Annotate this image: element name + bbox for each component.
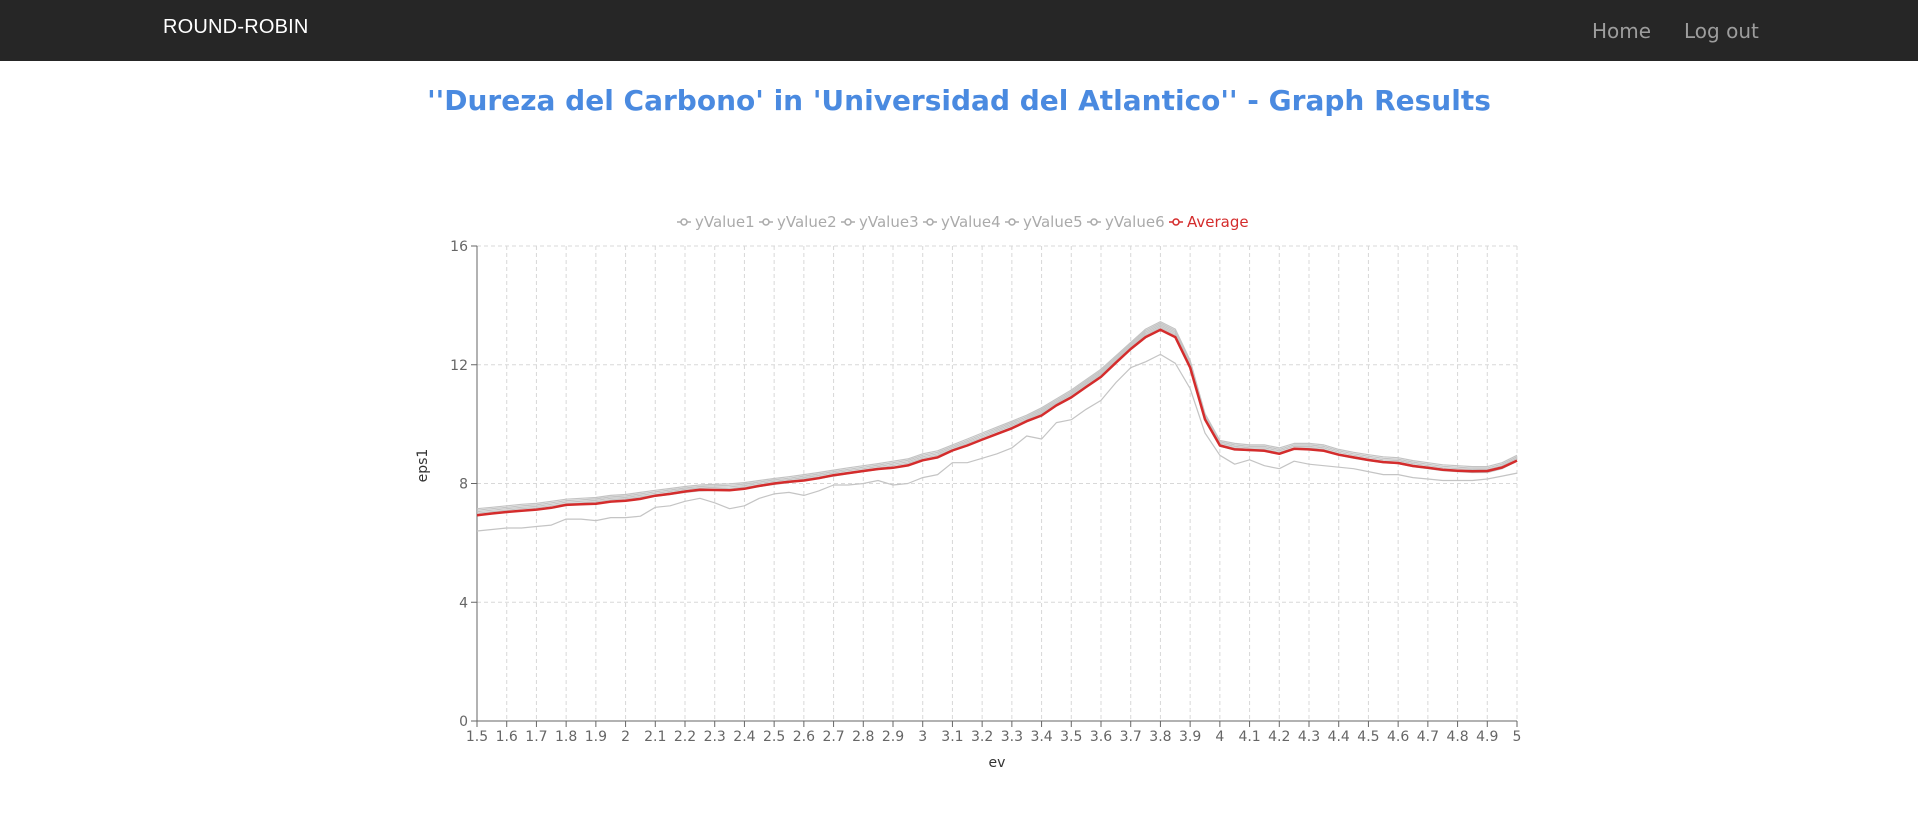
x-tick-label: 4.7: [1417, 729, 1439, 745]
y-tick-label: 8: [459, 477, 468, 493]
x-tick-label: 2.7: [822, 729, 844, 745]
series-line-yvalue6: [476, 353, 1518, 532]
x-tick-label: 3: [918, 729, 927, 745]
legend-label: yValue6: [1105, 213, 1165, 231]
x-tick-label: 2.3: [704, 729, 726, 745]
legend-item-yvalue2[interactable]: yValue2: [759, 213, 837, 231]
brand-link[interactable]: ROUND-ROBIN: [163, 16, 309, 38]
legend-label: yValue2: [777, 213, 837, 231]
chart-series: [476, 321, 1518, 532]
x-tick-label: 4.5: [1357, 729, 1379, 745]
legend-label: yValue3: [859, 213, 919, 231]
x-tick-label: 4.2: [1268, 729, 1290, 745]
x-tick-label: 1.9: [585, 729, 607, 745]
x-tick-label: 2.1: [644, 729, 666, 745]
series-line-yvalue5: [476, 321, 1518, 510]
x-axis-label: ev: [989, 755, 1006, 771]
x-tick-label: 2.5: [763, 729, 785, 745]
legend-item-yvalue3[interactable]: yValue3: [841, 213, 919, 231]
series-line-yvalue3: [476, 327, 1518, 516]
series-line-yvalue4: [476, 324, 1518, 513]
x-tick-label: 3.7: [1120, 729, 1142, 745]
nav-home-link[interactable]: Home: [1592, 19, 1652, 43]
x-tick-label: 4.6: [1387, 729, 1409, 745]
x-tick-label: 4.1: [1238, 729, 1260, 745]
x-tick-label: 4.8: [1446, 729, 1468, 745]
x-tick-label: 3.3: [1001, 729, 1023, 745]
x-tick-label: 3.6: [1090, 729, 1112, 745]
x-tick-label: 4: [1215, 729, 1224, 745]
series-line-yvalue2: [476, 322, 1518, 511]
legend-item-yvalue5[interactable]: yValue5: [1005, 213, 1083, 231]
legend-item-average[interactable]: Average: [1169, 213, 1249, 231]
x-tick-label: 4.4: [1328, 729, 1350, 745]
legend-label: Average: [1187, 213, 1249, 231]
chart-axes: 1.5 1.6 1.7 1.8 1.9 2 2.1 2.2 2.3 2.4 2.5 2.6 2.7 2.8…: [450, 239, 1521, 745]
y-tick-label: 16: [450, 239, 468, 255]
y-tick-label: 4: [459, 595, 468, 611]
x-tick-label: 1.6: [496, 729, 518, 745]
chart-legend: yValue1 yValue2 yValue3 yValue4 yValue5 yValu…: [677, 213, 1249, 231]
page-title: ''Dureza del Carbono' in 'Universidad de…: [427, 84, 1491, 117]
legend-label: yValue1: [695, 213, 755, 231]
x-tick-label: 5: [1513, 729, 1522, 745]
legend-swatch-dot: [1008, 218, 1016, 226]
legend-swatch-dot: [680, 218, 688, 226]
x-tick-label: 3.4: [1030, 729, 1052, 745]
legend-swatch-dot: [926, 218, 934, 226]
x-tick-label: 4.3: [1298, 729, 1320, 745]
legend-swatch-dot: [1172, 218, 1180, 226]
legend-item-yvalue6[interactable]: yValue6: [1087, 213, 1165, 231]
legend-label: yValue5: [1023, 213, 1083, 231]
x-tick-label: 4.9: [1476, 729, 1498, 745]
y-tick-label: 12: [450, 358, 468, 374]
x-tick-label: 2.6: [793, 729, 815, 745]
nav-logout-link[interactable]: Log out: [1684, 19, 1759, 43]
legend-item-yvalue4[interactable]: yValue4: [923, 213, 1001, 231]
navbar: ROUND-ROBIN Home Log out: [0, 0, 1918, 61]
x-tick-label: 1.7: [525, 729, 547, 745]
legend-swatch-dot: [762, 218, 770, 226]
x-tick-label: 1.8: [555, 729, 577, 745]
x-tick-label: 3.5: [1060, 729, 1082, 745]
legend-swatch-dot: [844, 218, 852, 226]
x-tick-label: 3.9: [1179, 729, 1201, 745]
x-tick-label: 2.8: [852, 729, 874, 745]
x-tick-label: 2: [621, 729, 630, 745]
x-tick-label: 3.8: [1149, 729, 1171, 745]
y-tick-label: 0: [459, 714, 468, 730]
legend-swatch-dot: [1090, 218, 1098, 226]
legend-label: yValue4: [941, 213, 1001, 231]
x-tick-label: 2.9: [882, 729, 904, 745]
y-axis-label: eps1: [415, 449, 431, 483]
x-tick-label: 3.1: [941, 729, 963, 745]
series-line-yvalue1: [476, 325, 1518, 514]
series-line-average: [476, 328, 1518, 517]
x-tick-label: 3.2: [971, 729, 993, 745]
legend-item-yvalue1[interactable]: yValue1: [677, 213, 755, 231]
x-tick-label: 1.5: [466, 729, 488, 745]
x-tick-label: 2.4: [733, 729, 755, 745]
chart-grid: [476, 245, 1518, 722]
x-tick-label: 2.2: [674, 729, 696, 745]
